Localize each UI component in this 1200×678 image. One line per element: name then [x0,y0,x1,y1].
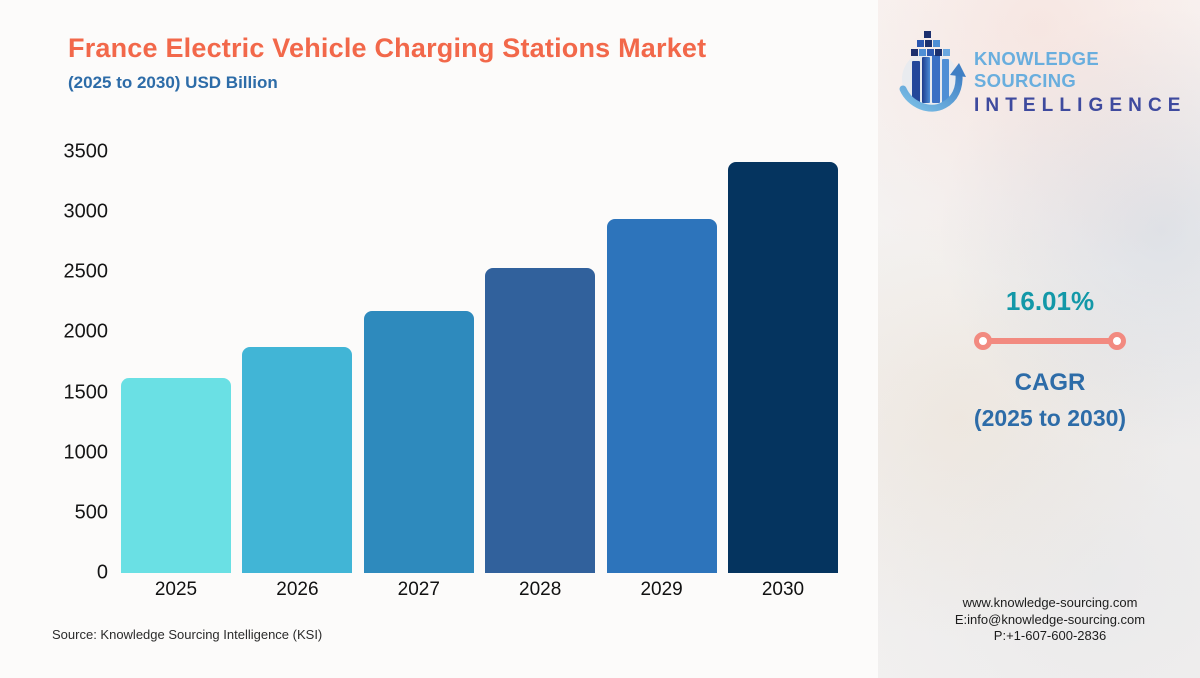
page-title: France Electric Vehicle Charging Station… [68,33,707,63]
logo-globe-icon [899,30,966,112]
x-axis-label-2028: 2028 [519,579,562,600]
x-axis-label-2029: 2029 [640,579,683,600]
x-axis-label-2026: 2026 [276,579,319,600]
x-axis-label-2027: 2027 [397,579,440,600]
logo-text-line1: KNOWLEDGE SOURCING [974,48,1100,91]
contact-email: E:info@knowledge-sourcing.com [954,611,1146,627]
y-axis-tick-1500: 1500 [63,381,109,404]
contact-block: www.knowledge-sourcing.com E:info@knowle… [915,595,1185,645]
bar-2026 [242,346,353,573]
bar-2029 [606,219,717,573]
bar-2027 [363,310,474,573]
cagr-label: CAGR [1014,369,1086,396]
x-axis-label-2030: 2030 [761,579,805,600]
x-axis-label-2025: 2025 [154,579,198,600]
y-axis-tick-2500: 2500 [63,260,109,283]
company-logo: KNOWLEDGE SOURCING INTELLIGENCE [898,24,1200,117]
bar-chart: 0 500 1000 1500 2000 2500 3000 3500 2025 2026 2027… [63,140,838,600]
bar-2025 [121,378,231,573]
y-axis-tick-1000: 1000 [63,441,109,464]
contact-phone: P:+1-607-600-2836 [993,628,1107,643]
page-subtitle: (2025 to 2030) USD Billion [68,73,278,92]
y-axis-tick-2000: 2000 [63,320,109,343]
y-axis-tick-3000: 3000 [63,200,109,223]
y-axis-tick-0: 0 [96,561,108,584]
y-axis-tick-3500: 3500 [63,140,109,163]
cagr-value: 16.01% [1005,286,1095,316]
cagr-line-left-dot-icon [974,332,992,350]
logo-text: KNOWLEDGE SOURCING INTELLIGENCE [974,48,1200,117]
cagr-line-right-dot-icon [1108,332,1126,350]
bar-2028 [485,268,596,573]
contact-website: www.knowledge-sourcing.com [962,595,1138,610]
cagr-divider-line [974,332,1126,350]
bar-2030 [728,162,838,573]
source-note: Source: Knowledge Sourcing Intelligence … [52,627,323,642]
cagr-range: (2025 to 2030) [973,405,1127,431]
logo-text-line2: INTELLIGENCE [974,95,1187,116]
y-axis-tick-500: 500 [74,501,108,524]
